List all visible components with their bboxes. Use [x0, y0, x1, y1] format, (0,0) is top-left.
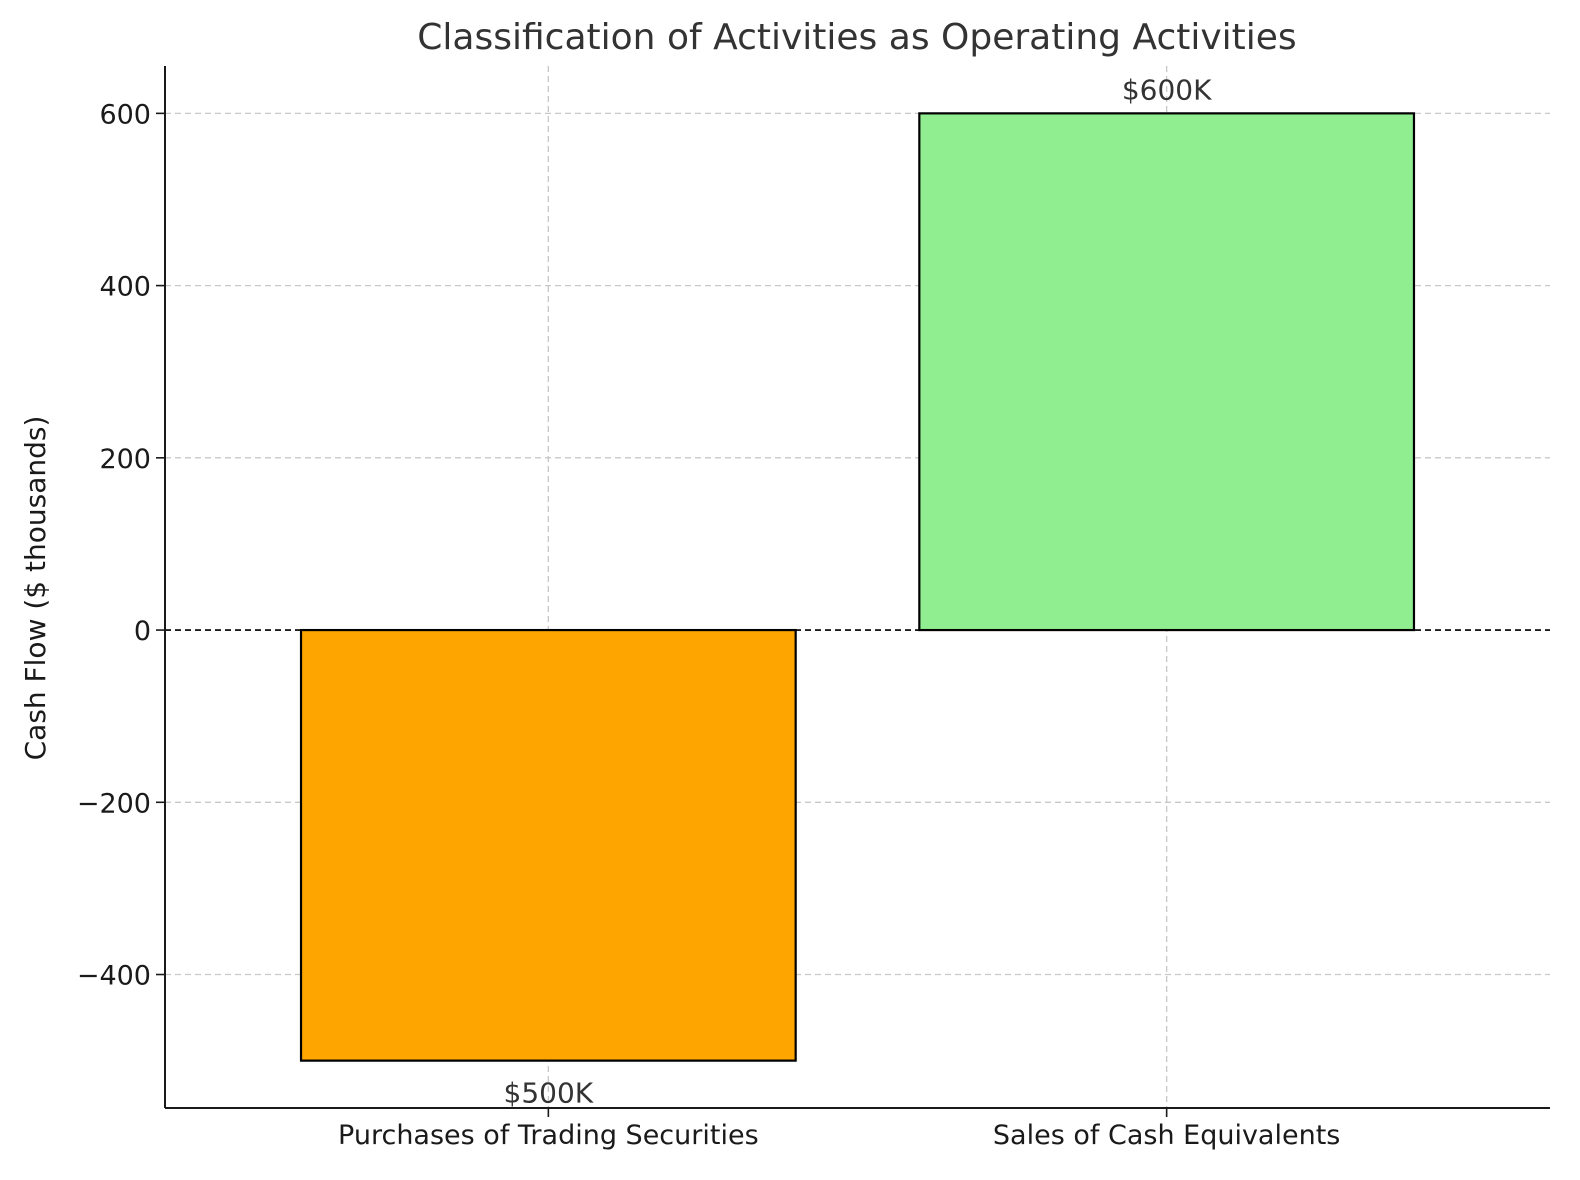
y-tick-label: −400 [77, 961, 151, 992]
y-tick-label: 600 [99, 99, 151, 130]
chart-title: Classification of Activities as Operatin… [417, 17, 1296, 58]
bar [299, 628, 797, 1062]
x-tick-label: Sales of Cash Equivalents [993, 1120, 1340, 1151]
x-tick-label: Purchases of Trading Securities [338, 1120, 759, 1151]
bars-layer [299, 112, 1416, 1062]
data-label: $500K [504, 1077, 594, 1110]
y-tick-label: −200 [77, 788, 151, 819]
y-tick-label: 200 [99, 444, 151, 475]
y-tick-label: 0 [134, 616, 151, 647]
axes-layer [156, 66, 1550, 1117]
y-tick-label: 400 [99, 272, 151, 303]
bar [918, 112, 1416, 632]
labels-layer: −400 −200 0 200 400 600 Purchases of Trading S… [77, 73, 1341, 1151]
y-axis-label: Cash Flow ($ thousands) [19, 416, 52, 761]
data-label: $600K [1122, 73, 1212, 106]
